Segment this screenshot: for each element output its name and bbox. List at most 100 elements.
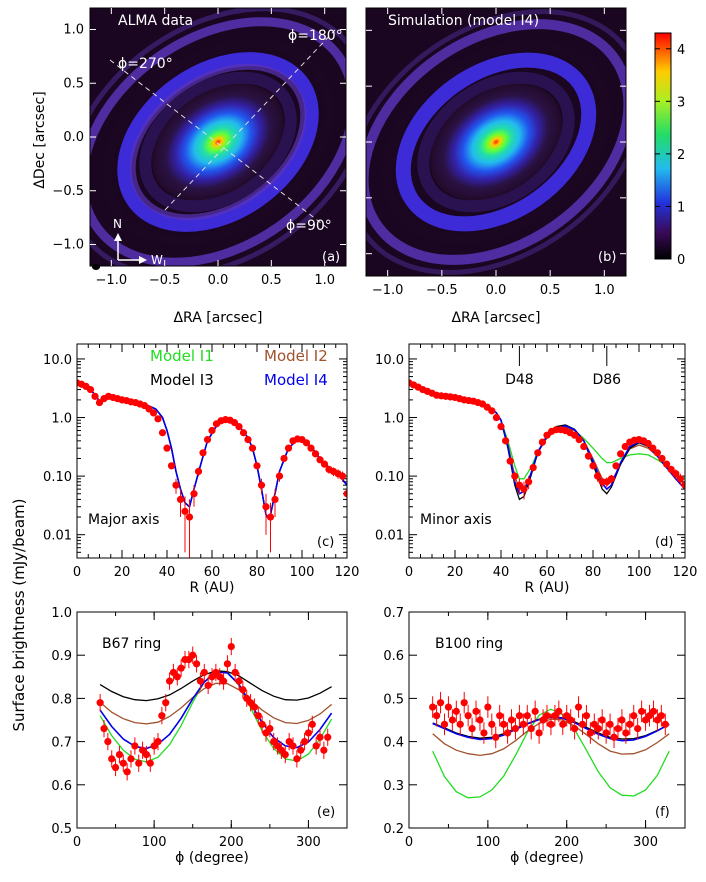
- data-point: [617, 450, 625, 458]
- gap-marker-label: D86: [592, 372, 621, 388]
- data-point: [653, 449, 662, 457]
- data-point: [280, 454, 288, 463]
- data-point: [297, 746, 305, 754]
- data-point: [580, 442, 588, 451]
- data-point: [165, 677, 174, 685]
- panel-a-gap: [101, 38, 335, 246]
- data-point: [433, 712, 441, 720]
- compass-n-label: N: [113, 217, 122, 231]
- data-point: [173, 673, 181, 681]
- data-point: [163, 444, 171, 452]
- y-tick-label: 0.8: [51, 692, 72, 707]
- data-point: [460, 699, 468, 707]
- data-point: [644, 439, 652, 448]
- data-point: [275, 472, 284, 480]
- data-point: [621, 442, 629, 451]
- x-tick-label: 120: [335, 565, 360, 580]
- data-point: [575, 436, 583, 444]
- data-point: [529, 463, 537, 472]
- data-point: [610, 733, 618, 741]
- data-point: [484, 703, 492, 711]
- data-point: [91, 392, 99, 400]
- x-tick-label: −1.0: [372, 283, 404, 298]
- x-tick-label: 80: [585, 565, 602, 580]
- x-tick-label: 100: [475, 835, 500, 850]
- data-point: [254, 712, 262, 720]
- y-tick-label: 0.5: [51, 822, 72, 837]
- data-point: [194, 467, 203, 476]
- plot-frame: [408, 611, 686, 829]
- panel-annotation: B100 ring: [435, 636, 503, 652]
- x-tick-label: 100: [290, 565, 315, 580]
- data-point: [429, 703, 437, 711]
- data-point: [582, 712, 591, 720]
- panel-b-gap: [381, 39, 611, 245]
- panel-label: (c): [317, 535, 334, 550]
- x-tick-label: 200: [554, 835, 579, 850]
- x-tick-label: 60: [204, 565, 221, 580]
- panel-a-disc-core: [152, 83, 284, 201]
- colorbar-tick-label: 0: [677, 253, 685, 268]
- x-tick-label: 1.0: [594, 283, 615, 298]
- data-point: [281, 750, 289, 759]
- data-point: [559, 720, 567, 728]
- panel-a-ylabel: ΔDec [arcsec]: [32, 91, 48, 188]
- y-tick-label: −1.0: [52, 238, 84, 253]
- y-tick-label: 10.0: [375, 353, 404, 368]
- y-tick-label: 10.0: [43, 353, 72, 368]
- y-tick-label: 1.0: [63, 23, 84, 38]
- panel-a-axis-ticks: −1.0 −1.0 −0.5 −0.5 0.0 0.0 0.5 0.5 1.0 1.0: [52, 8, 346, 288]
- data-point: [250, 703, 259, 711]
- data-point: [523, 712, 531, 720]
- data-point: [543, 712, 551, 720]
- data-point: [594, 472, 602, 480]
- data-point: [146, 759, 154, 767]
- y-tick-label: 0.0: [63, 130, 84, 145]
- data-point: [324, 733, 332, 741]
- x-tick-label: −0.5: [426, 283, 458, 298]
- phi-label-180: ϕ=180°: [288, 28, 343, 44]
- y-tick-label: 0.3: [383, 779, 404, 794]
- data-point: [468, 725, 476, 733]
- legend-entry-model-i1: Model I1: [150, 347, 214, 365]
- data-point: [244, 436, 252, 444]
- data-point: [158, 712, 166, 720]
- data-point: [488, 720, 496, 728]
- x-axis-label: ϕ (degree): [175, 850, 249, 866]
- data-point: [300, 738, 309, 746]
- data-point: [108, 755, 116, 763]
- model-curve-model-i2: [99, 682, 333, 725]
- panel-a-ring-b67: [117, 52, 319, 232]
- data-point: [607, 475, 616, 483]
- x-tick-label: 100: [142, 835, 167, 850]
- panel-a-title: ALMA data: [118, 13, 193, 29]
- data-point: [472, 707, 480, 715]
- x-tick-label: 300: [633, 835, 658, 850]
- x-axis-label: R (AU): [525, 580, 570, 596]
- model-curve-model-i1: [432, 708, 670, 799]
- data-point: [293, 755, 301, 763]
- gap-marker-label: D48: [505, 372, 534, 388]
- data-point: [86, 385, 95, 394]
- data-point: [452, 707, 460, 715]
- data-point: [154, 738, 162, 746]
- y-tick-label: 0.10: [43, 470, 72, 485]
- data-point: [464, 712, 472, 720]
- colorbar-gradient: [654, 32, 672, 260]
- data-point: [127, 755, 135, 763]
- panel-b: Simulation (model I4) (b) ΔRA [arcsec] −…: [365, 7, 627, 326]
- data-point: [630, 712, 638, 720]
- y-tick-label: 0.01: [43, 529, 72, 544]
- x-tick-label: 20: [114, 565, 131, 580]
- y-tick-label: 0.01: [375, 529, 404, 544]
- data-point: [614, 725, 622, 733]
- y-tick-label: 0.7: [383, 606, 404, 621]
- data-point: [189, 651, 197, 659]
- data-point: [111, 763, 120, 772]
- x-tick-label: 120: [673, 565, 698, 580]
- data-point: [500, 720, 508, 728]
- data-point: [302, 439, 311, 447]
- data-point: [239, 429, 248, 437]
- plot-frame: [76, 611, 348, 829]
